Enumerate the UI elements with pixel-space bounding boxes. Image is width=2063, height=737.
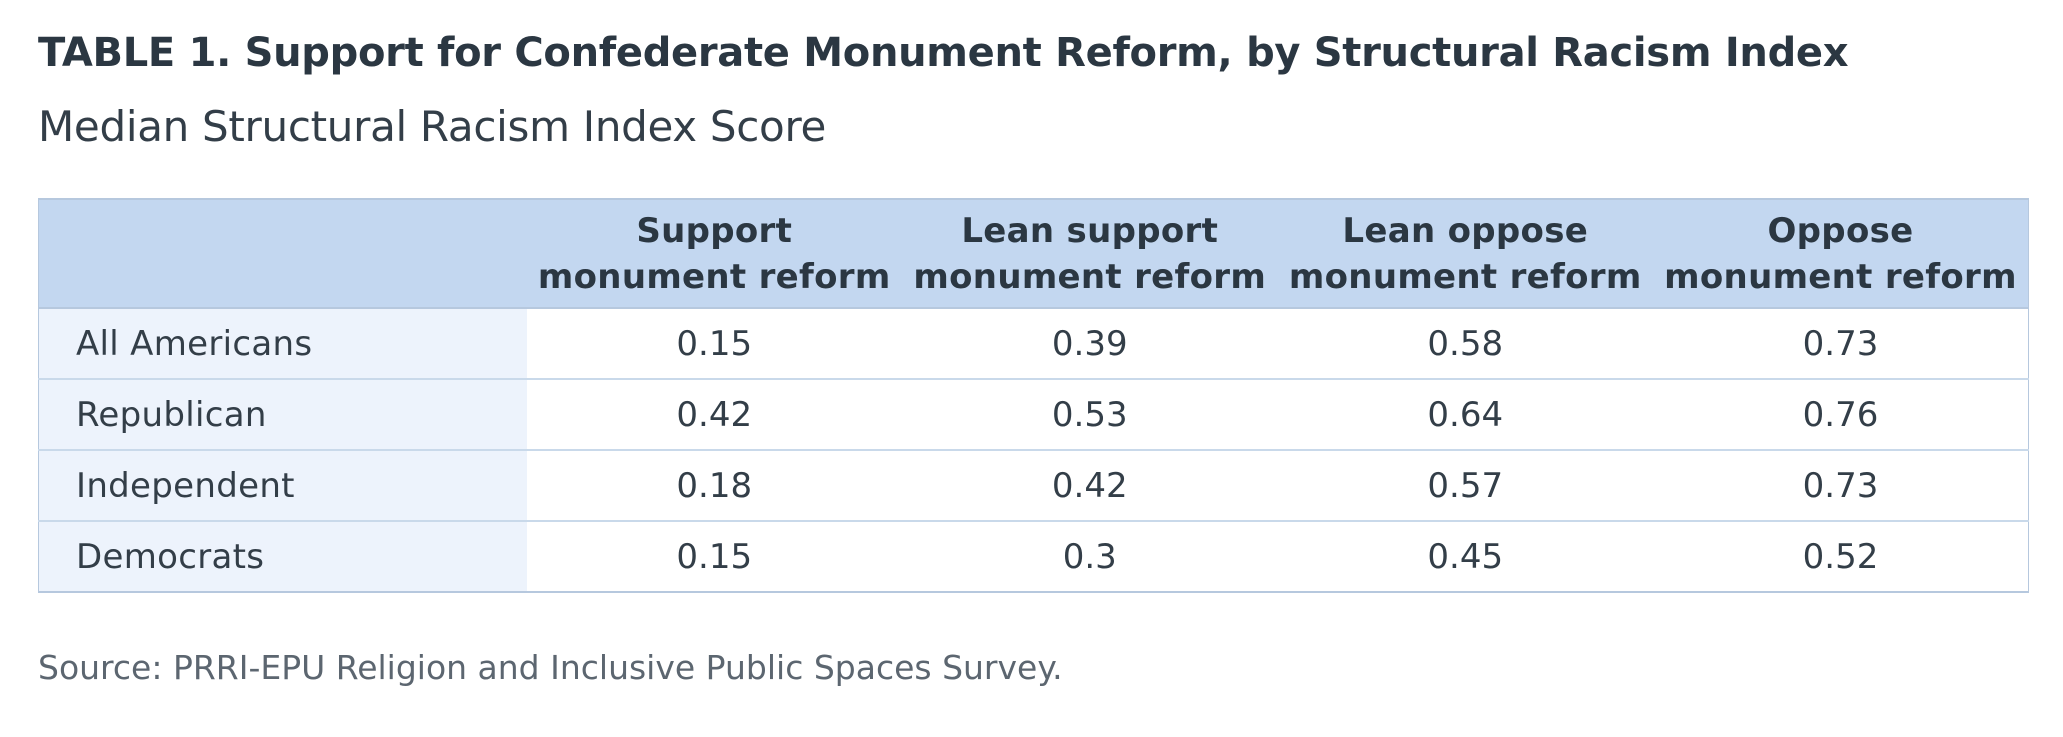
- table-row: Republican 0.42 0.53 0.64 0.76: [38, 379, 2029, 451]
- row-label: Democrats: [38, 521, 527, 592]
- source-note: Source: PRRI-EPU Religion and Inclusive …: [38, 648, 1063, 687]
- table-cell: 0.15: [526, 521, 902, 592]
- table-cell: 0.57: [1277, 450, 1653, 522]
- table-body: All Americans 0.15 0.39 0.58 0.73 Republ…: [38, 308, 2029, 592]
- column-header-line: monument reform: [1664, 256, 2017, 297]
- header-corner: [38, 199, 527, 309]
- table-cell: 0.42: [902, 450, 1278, 522]
- table-cell: 0.52: [1653, 521, 2029, 592]
- column-header: Support monument reform: [526, 199, 902, 309]
- table-row: All Americans 0.15 0.39 0.58 0.73: [38, 308, 2029, 380]
- table-row: Independent 0.18 0.42 0.57 0.73: [38, 450, 2029, 522]
- table-row: Democrats 0.15 0.3 0.45 0.52: [38, 521, 2029, 592]
- table-subtitle: Median Structural Racism Index Score: [38, 102, 827, 151]
- column-header-line: monument reform: [1288, 256, 1642, 297]
- table-cell: 0.18: [526, 450, 902, 522]
- row-label: All Americans: [38, 308, 527, 380]
- column-header: Oppose monument reform: [1653, 199, 2029, 309]
- table-cell: 0.64: [1277, 379, 1653, 451]
- table-cell: 0.39: [902, 308, 1278, 380]
- column-header-line: Lean oppose: [1342, 210, 1589, 251]
- column-header-line: monument reform: [913, 256, 1267, 297]
- table-cell: 0.76: [1653, 379, 2029, 451]
- column-header: Lean support monument reform: [902, 199, 1278, 309]
- data-table: Support monument reform Lean support mon…: [38, 198, 2029, 593]
- column-header: Lean oppose monument reform: [1277, 199, 1653, 309]
- column-header-line: Oppose: [1767, 210, 1914, 251]
- row-label: Republican: [38, 379, 527, 451]
- column-header-line: Lean support: [961, 210, 1219, 251]
- table-cell: 0.53: [902, 379, 1278, 451]
- table-cell: 0.73: [1653, 308, 2029, 380]
- column-header-line: monument reform: [537, 256, 891, 297]
- table-cell: 0.15: [526, 308, 902, 380]
- header-row: Support monument reform Lean support mon…: [38, 199, 2029, 309]
- column-header-line: Support: [636, 210, 793, 251]
- table-cell: 0.58: [1277, 308, 1653, 380]
- table-cell: 0.45: [1277, 521, 1653, 592]
- table-cell: 0.73: [1653, 450, 2029, 522]
- table-header: Support monument reform Lean support mon…: [38, 199, 2029, 309]
- row-label: Independent: [38, 450, 527, 522]
- table-title: TABLE 1. Support for Confederate Monumen…: [38, 30, 1849, 76]
- table-cell: 0.42: [526, 379, 902, 451]
- table-cell: 0.3: [902, 521, 1278, 592]
